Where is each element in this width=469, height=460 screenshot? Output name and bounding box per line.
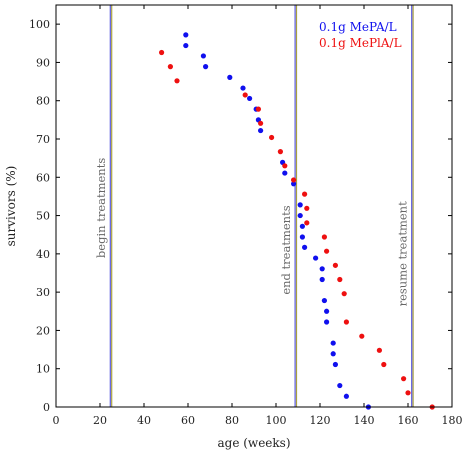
data-point xyxy=(183,42,189,49)
y-tick-label: 20 xyxy=(36,324,50,337)
treatment-label: begin treatments xyxy=(94,158,108,258)
data-point xyxy=(401,376,407,382)
data-point xyxy=(405,390,411,396)
data-point xyxy=(299,223,305,229)
data-point xyxy=(159,49,165,56)
data-point xyxy=(337,382,343,389)
data-point xyxy=(321,297,327,304)
data-point xyxy=(343,319,349,325)
data-point xyxy=(304,220,310,226)
treatment-label: resume treatment xyxy=(395,201,409,306)
y-tick-label: 40 xyxy=(36,248,50,261)
x-tick-label: 60 xyxy=(181,414,195,427)
x-axis-title: age (weeks) xyxy=(217,436,290,450)
data-point xyxy=(255,106,261,112)
x-axis: 0 20 40 60 80 100 120 140 160 180 xyxy=(53,5,463,427)
data-point xyxy=(297,202,303,208)
y-tick-label: 100 xyxy=(29,18,50,31)
y-tick-label: 60 xyxy=(36,171,50,184)
data-point xyxy=(302,244,308,250)
data-point xyxy=(167,64,173,70)
data-point xyxy=(258,120,264,126)
data-point xyxy=(299,234,305,240)
x-tick-label: 140 xyxy=(354,414,375,427)
x-tick-label: 80 xyxy=(225,414,239,427)
data-point xyxy=(337,276,343,283)
y-axis-title: survivors (%) xyxy=(4,166,18,247)
data-point xyxy=(324,319,330,325)
data-point xyxy=(242,92,248,98)
data-point xyxy=(200,53,206,59)
data-point xyxy=(313,255,319,261)
data-point xyxy=(304,205,310,211)
y-tick-label: 90 xyxy=(36,56,50,69)
x-tick-label: 100 xyxy=(266,414,287,427)
y-tick-label: 80 xyxy=(36,95,50,108)
x-tick-label: 180 xyxy=(442,414,463,427)
x-tick-label: 0 xyxy=(53,414,60,427)
data-point xyxy=(330,351,336,357)
data-point xyxy=(291,181,297,187)
data-point xyxy=(227,74,233,80)
y-tick-label: 70 xyxy=(36,133,50,146)
data-point xyxy=(321,234,327,240)
data-point xyxy=(183,32,189,38)
data-point xyxy=(319,276,325,283)
data-point xyxy=(302,191,308,197)
x-tick-label: 120 xyxy=(310,414,331,427)
plot-frame xyxy=(55,4,453,408)
data-point xyxy=(277,149,283,155)
vertical-line-labels: begin treatments end treatments resume tre… xyxy=(94,158,409,307)
data-point xyxy=(376,347,382,353)
data-point xyxy=(341,291,347,297)
x-tick-label: 20 xyxy=(93,414,107,427)
treatment-label: end treatments xyxy=(279,205,293,294)
legend: 0.1g MePA/L 0.1g MePlA/L xyxy=(319,20,402,50)
data-point xyxy=(282,170,288,176)
data-point xyxy=(297,212,303,219)
y-tick-label: 50 xyxy=(36,210,50,223)
data-point xyxy=(343,393,349,399)
y-tick-label: 0 xyxy=(43,401,50,414)
x-tick-label: 160 xyxy=(398,414,419,427)
data-point xyxy=(203,64,209,70)
data-point xyxy=(381,361,387,368)
data-point xyxy=(282,163,288,169)
data-point xyxy=(359,333,365,339)
legend-entry: 0.1g MePA/L xyxy=(319,20,397,34)
y-tick-label: 10 xyxy=(36,363,50,376)
data-point xyxy=(330,340,336,346)
data-point xyxy=(332,262,338,268)
vertical-lines xyxy=(109,5,414,407)
data-point xyxy=(240,85,246,91)
y-tick-label: 30 xyxy=(36,286,50,299)
x-tick-label: 40 xyxy=(137,414,151,427)
data-point xyxy=(269,134,275,141)
series-points xyxy=(159,32,435,410)
y-axis: 0 10 20 30 40 50 60 70 80 90 100 xyxy=(29,18,452,414)
legend-entry: 0.1g MePlA/L xyxy=(319,36,402,50)
data-point xyxy=(174,78,180,84)
data-point xyxy=(247,95,253,102)
data-point xyxy=(324,308,330,314)
data-point xyxy=(332,361,338,368)
data-point xyxy=(324,248,330,254)
data-point xyxy=(258,127,264,134)
data-point xyxy=(319,266,325,272)
data-point xyxy=(291,177,297,183)
